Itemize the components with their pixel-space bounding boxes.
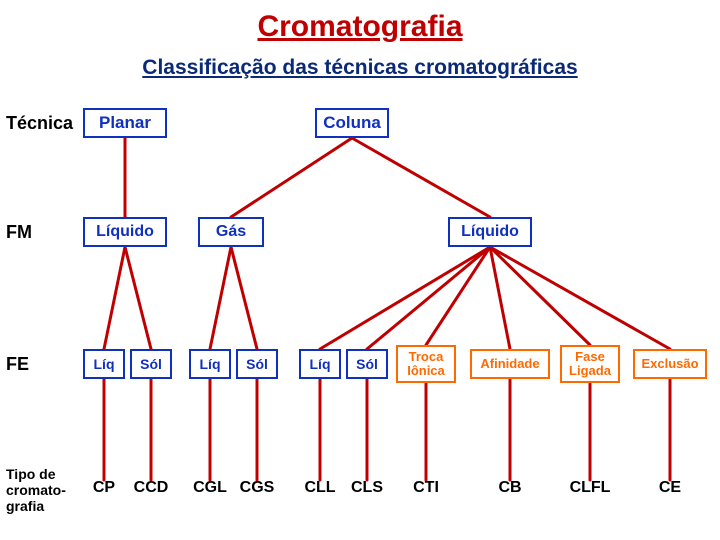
- node-fe10: Exclusão: [633, 349, 707, 379]
- leaf-clfl: CLFL: [550, 479, 630, 497]
- node-fe2: Sól: [130, 349, 172, 379]
- leaf-cti: CTI: [386, 479, 466, 497]
- row-label-fe: FE: [6, 354, 29, 375]
- row-label-fm: FM: [6, 222, 32, 243]
- node-fe6: Sól: [346, 349, 388, 379]
- node-gas: Gás: [198, 217, 264, 247]
- page-title: Cromatografia: [0, 10, 720, 44]
- node-fe9: Fase Ligada: [560, 345, 620, 383]
- node-fe8: Afinidade: [470, 349, 550, 379]
- node-liq_col: Líquido: [448, 217, 532, 247]
- node-liq_plan: Líquido: [83, 217, 167, 247]
- row-label-tipo: Tipo de cromato- grafia: [6, 466, 66, 514]
- node-fe5: Líq: [299, 349, 341, 379]
- node-planar: Planar: [83, 108, 167, 138]
- page-subtitle: Classificação das técnicas cromatográfic…: [0, 56, 720, 80]
- node-fe3: Líq: [189, 349, 231, 379]
- edge-layer: [0, 0, 720, 540]
- leaf-cb: CB: [470, 479, 550, 497]
- node-coluna: Coluna: [315, 108, 389, 138]
- node-fe1: Líq: [83, 349, 125, 379]
- leaf-ce: CE: [630, 479, 710, 497]
- node-fe4: Sól: [236, 349, 278, 379]
- row-label-tecnica: Técnica: [6, 113, 73, 134]
- diagram-root: { "canvas": { "w": 720, "h": 540 }, "col…: [0, 0, 720, 540]
- node-fe7: Troca Iônica: [396, 345, 456, 383]
